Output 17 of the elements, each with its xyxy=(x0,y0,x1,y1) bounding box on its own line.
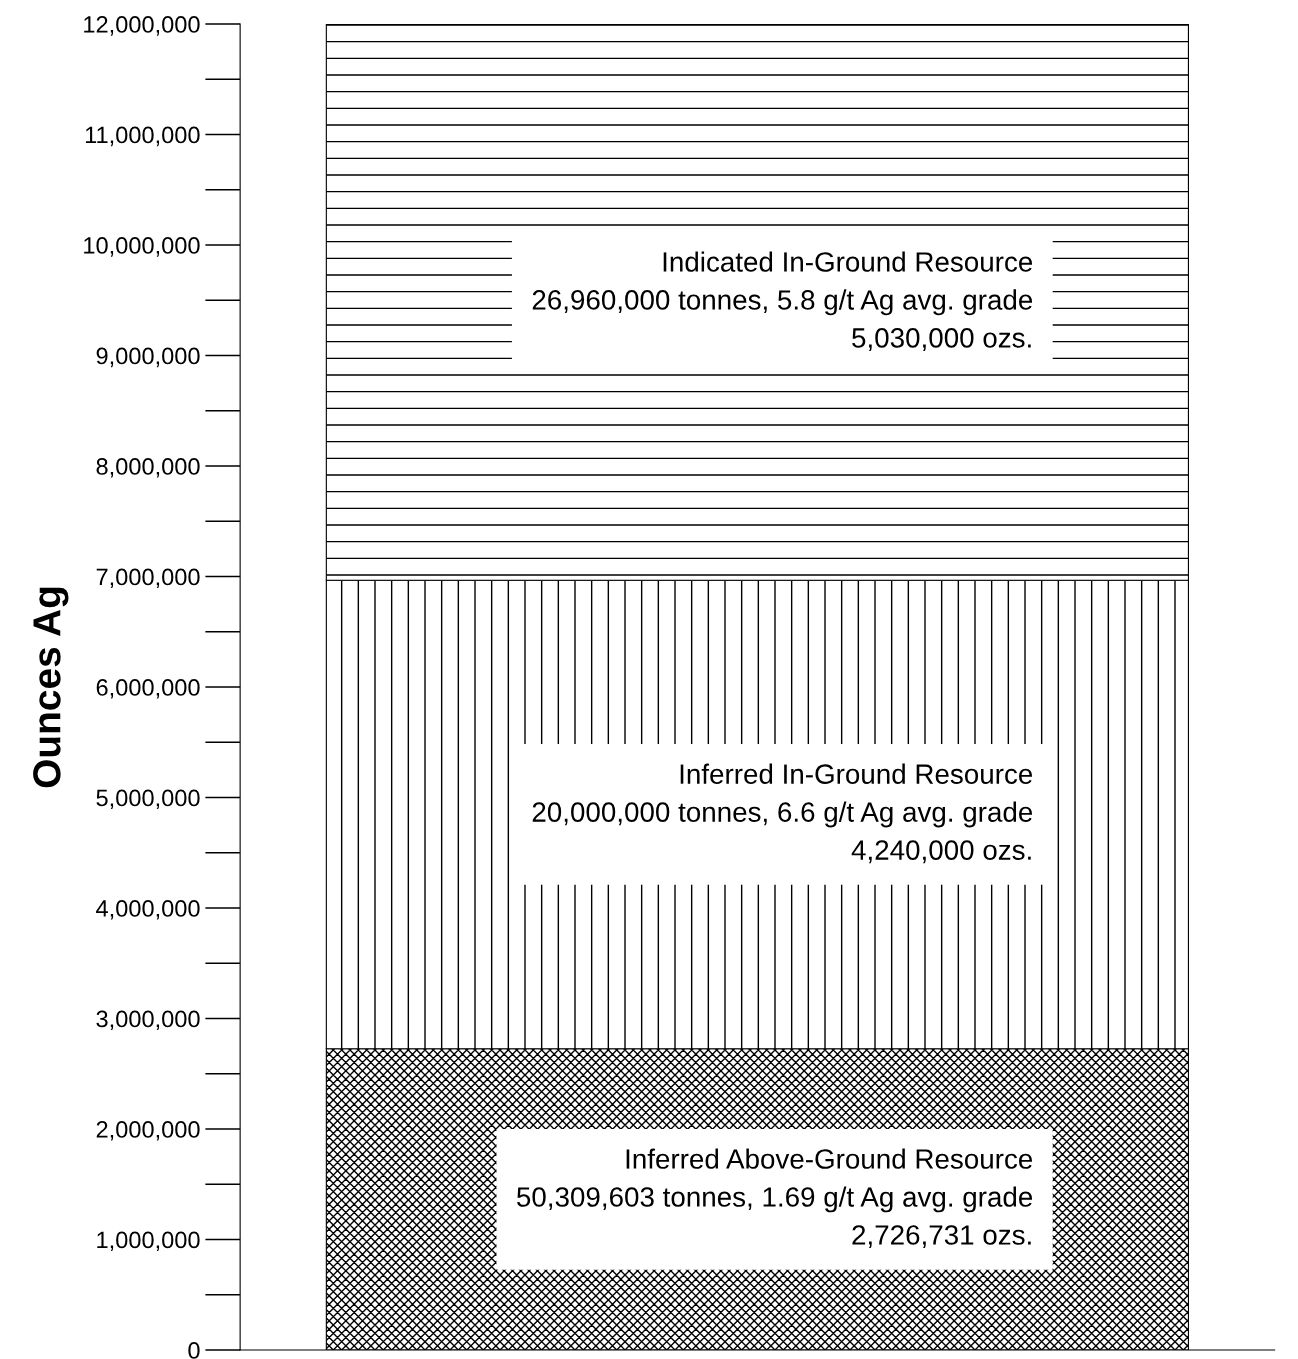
y-tick-label: 8,000,000 xyxy=(96,458,200,478)
y-tick-label: 2,000,000 xyxy=(96,1121,200,1141)
y-tick-label: 10,000,000 xyxy=(84,237,200,257)
y-tick-label: 6,000,000 xyxy=(96,679,200,699)
annotation: Indicated In-Ground Resource 26,960,000 tonnes, 5.8 g/t Ag avg. grade 5,030,000 ozs. xyxy=(532,251,1033,352)
y-tick-label: 3,000,000 xyxy=(96,1010,200,1031)
y-tick-label: 9,000,000 xyxy=(96,347,200,368)
y-tick-label: 1,000,000 xyxy=(97,1231,200,1252)
annotation: Inferred In-Ground Resource 20,000,000 tonnes, 6.6 g/t Ag avg. grade 4,240,000 ozs. xyxy=(532,763,1033,864)
y-tick-label: 0 xyxy=(188,1342,200,1359)
y-axis-title: Ounces Ag xyxy=(33,587,69,788)
y-tick-label: 4,000,000 xyxy=(96,900,200,920)
y-tick-label: 7,000,000 xyxy=(96,568,200,589)
annotation: Inferred Above-Ground Resource 50,309,603 tonnes, 1.69 g/t Ag avg. grade 2,726,731 ozs. xyxy=(517,1148,1033,1249)
y-tick-label: 12,000,000 xyxy=(84,16,200,36)
y-tick-label: 5,000,000 xyxy=(96,789,200,810)
y-tick-label: 11,000,000 xyxy=(85,126,200,147)
